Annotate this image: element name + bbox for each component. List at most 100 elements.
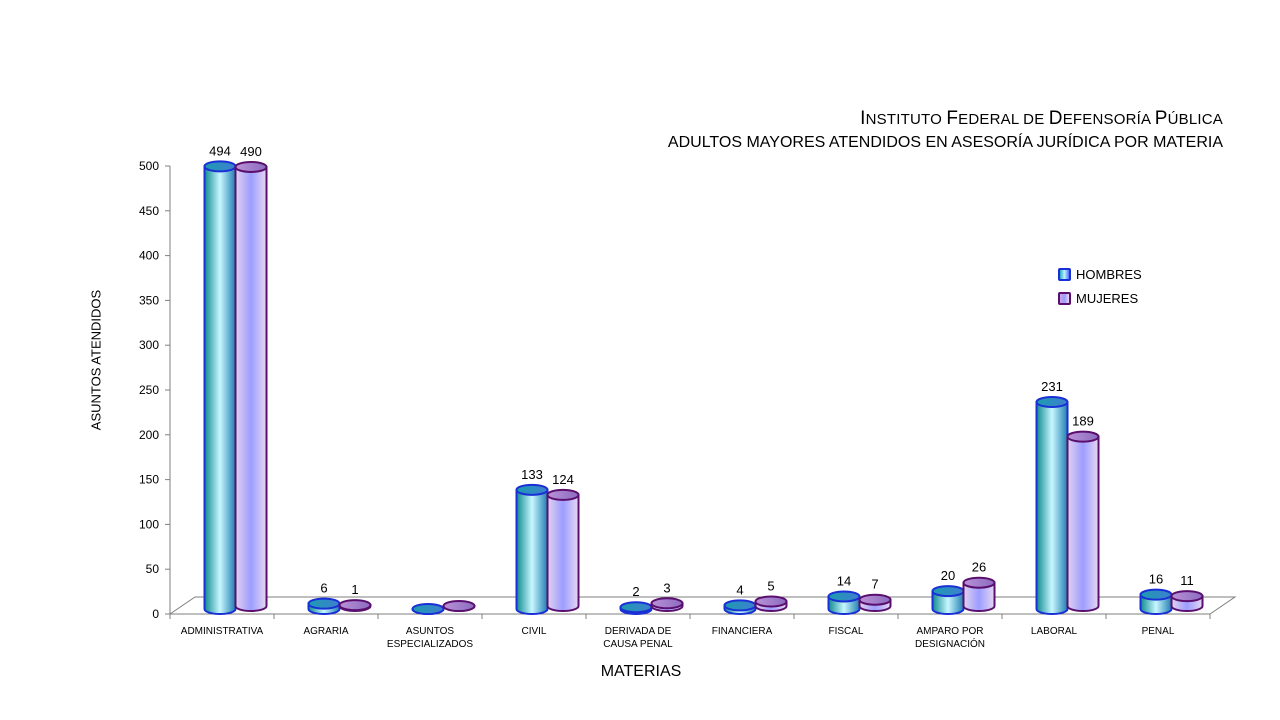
data-label: 189 — [1072, 414, 1094, 429]
y-axis-label: ASUNTOS ATENDIDOS — [88, 289, 104, 431]
title-line-1-part: P — [1154, 108, 1168, 129]
bar-mujeres-body — [962, 581, 996, 612]
bar-mujeres-top — [234, 160, 268, 173]
bar-mujeres-top — [1170, 590, 1204, 603]
x-tick-label: LABORAL — [1031, 626, 1078, 637]
legend-swatch-women — [1058, 291, 1071, 305]
bar-hombres-top — [723, 599, 757, 612]
bar-hombres — [1139, 588, 1173, 615]
bar-mujeres-top — [962, 576, 996, 589]
bar-mujeres — [650, 597, 684, 612]
chart-title: INSTITUTO FEDERAL DE DEFENSORÍA PÚBLICA … — [668, 108, 1223, 152]
title-line-1-part: EDERAL DE — [958, 111, 1049, 128]
bar-hombres — [515, 483, 549, 615]
bar-hombres — [827, 590, 861, 615]
legend-item-women: MUJERES — [1058, 286, 1142, 310]
x-tick-label: CAUSA PENAL — [603, 639, 673, 650]
y-tick-label: 400 — [139, 249, 159, 263]
x-tick-label: FINANCIERA — [712, 626, 773, 637]
bar-mujeres-top — [338, 599, 372, 612]
x-tick-label: DESIGNACIÓN — [915, 637, 985, 650]
bar-hombres — [931, 585, 965, 615]
bar-hombres — [1035, 396, 1069, 615]
x-axis-label: MATERIAS — [600, 663, 682, 680]
data-label: 4 — [736, 582, 743, 597]
bar-hombres-top — [307, 597, 341, 610]
y-tick-label: 300 — [139, 338, 159, 352]
y-tick-label: 250 — [139, 383, 159, 397]
bar-hombres-top — [619, 601, 653, 614]
title-line-1: INSTITUTO FEDERAL DE DEFENSORÍA PÚBLICA — [668, 108, 1223, 130]
bar-mujeres — [754, 595, 788, 612]
bar-mujeres-body — [234, 165, 268, 612]
bar-hombres — [307, 597, 341, 615]
bar-mujeres — [1066, 430, 1100, 612]
y-tick-label: 500 — [139, 159, 159, 173]
bar-mujeres-body — [546, 493, 580, 612]
x-tick-label: ASUNTOS — [406, 626, 454, 637]
bar-hombres — [619, 601, 653, 615]
data-label: 1 — [351, 582, 358, 597]
bar-mujeres — [962, 576, 996, 612]
bar-mujeres — [1170, 590, 1204, 612]
legend: HOMBRES MUJERES — [1058, 262, 1142, 310]
bar-mujeres-top — [546, 488, 580, 501]
bar-hombres-body — [203, 165, 237, 615]
bar-hombres-top — [931, 585, 965, 598]
bar-hombres-top — [515, 483, 549, 496]
data-label: 11 — [1180, 573, 1194, 588]
y-tick-label: 150 — [139, 473, 159, 487]
x-tick-label: ESPECIALIZADOS — [387, 639, 473, 650]
data-label: 3 — [663, 580, 670, 595]
bar-hombres-top — [1035, 396, 1069, 409]
title-line-1-part: F — [946, 108, 959, 129]
title-line-1-part: NSTITUTO — [865, 111, 947, 128]
x-tick-label: AMPARO POR — [916, 626, 983, 637]
bar-hombres-body — [515, 488, 549, 615]
data-label: 20 — [941, 568, 955, 583]
title-line-1-part: ÚBLICA — [1167, 111, 1223, 128]
y-tick-label: 50 — [146, 562, 160, 576]
legend-item-men: HOMBRES — [1058, 262, 1142, 286]
bar-mujeres-top — [754, 595, 788, 608]
bar-mujeres-body — [1066, 435, 1100, 612]
title-line-1-part: D — [1048, 108, 1063, 129]
x-tick-label: DERIVADA DE — [605, 626, 672, 637]
bar-mujeres-top — [858, 593, 892, 606]
bar-hombres-top — [827, 590, 861, 603]
x-tick-label: FISCAL — [828, 626, 863, 637]
data-label: 6 — [320, 581, 327, 596]
bar-hombres-top — [1139, 588, 1173, 601]
bar-hombres-top — [203, 160, 237, 173]
bar-mujeres — [442, 600, 476, 612]
y-tick-label: 350 — [139, 293, 159, 307]
y-tick-label: 200 — [139, 428, 159, 442]
legend-label-women: MUJERES — [1076, 290, 1139, 306]
bar-hombres — [411, 603, 445, 615]
data-label: 124 — [552, 472, 574, 487]
bar-hombres — [203, 160, 237, 615]
x-tick-label: PENAL — [1142, 626, 1175, 637]
x-tick-label: ADMINISTRATIVA — [181, 626, 264, 637]
x-tick-label: AGRARIA — [303, 626, 348, 637]
data-label: 133 — [521, 467, 543, 482]
bar-mujeres — [858, 593, 892, 612]
bar-hombres — [723, 599, 757, 615]
data-label: 16 — [1149, 572, 1163, 587]
bar-mujeres — [546, 488, 580, 612]
title-line-1-part: I — [860, 108, 866, 129]
data-label: 14 — [837, 573, 851, 588]
data-label: 490 — [240, 144, 262, 159]
data-label: 5 — [767, 579, 774, 594]
title-line-1-part: EFENSORÍA — [1062, 111, 1155, 128]
title-line-2: ADULTOS MAYORES ATENDIDOS EN ASESORÍA JU… — [667, 134, 1223, 151]
bar-mujeres-top — [442, 600, 476, 612]
data-label: 231 — [1041, 379, 1063, 394]
data-label: 7 — [871, 577, 878, 592]
bar-hombres-top — [411, 603, 445, 615]
legend-swatch-men — [1058, 267, 1071, 281]
legend-label-men: HOMBRES — [1076, 266, 1142, 282]
bar-hombres-body — [1035, 401, 1069, 615]
data-label: 26 — [972, 560, 986, 575]
